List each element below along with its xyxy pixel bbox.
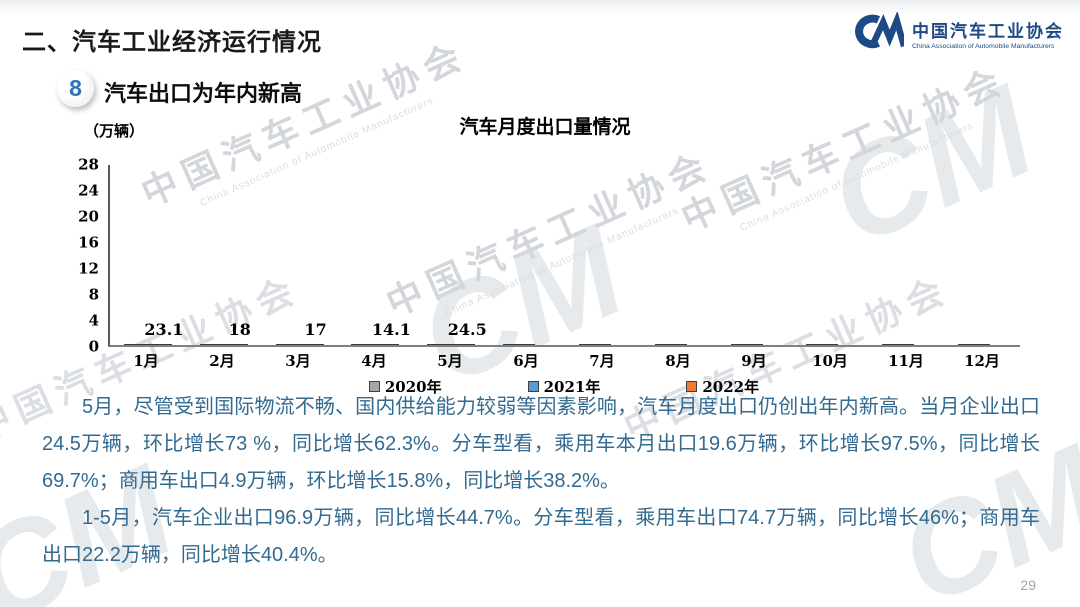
- legend-label: 2022年: [702, 378, 760, 396]
- bar-2020年-1月: [123, 344, 140, 345]
- plot-row: 0 4 8 12 16 20 24 28 23.1 18 17 14.1 24.5: [70, 157, 1020, 354]
- x-tick-label: 1月: [133, 352, 159, 370]
- bar-group-6月: [489, 344, 565, 345]
- bar-2020年-10月: [806, 344, 823, 345]
- bar-data-label: 17: [304, 320, 327, 339]
- bar-2022年-1月: 23.1: [144, 320, 183, 345]
- plot-area: 23.1 18 17 14.1 24.5: [108, 165, 1020, 347]
- y-tick-label: 0: [88, 337, 99, 356]
- top-gradient: [0, 0, 1080, 14]
- x-axis-labels: 1月 2月 3月 4月 5月 6月 7月 8月 9月 10月 11月 12月: [108, 350, 1020, 371]
- monthly-export-chart: （万辆） 汽车月度出口量情况 0 4 8 12 16 20 24 28 23.1 18 17 14.…: [70, 112, 1020, 397]
- bar-group-8月: [641, 344, 717, 345]
- x-tick-label: 7月: [589, 352, 615, 370]
- bar-group-11月: [868, 344, 944, 345]
- x-tick-label: 3月: [285, 352, 311, 370]
- bar-2021年-5月: [443, 344, 460, 345]
- y-axis: 0 4 8 12 16 20 24 28: [70, 157, 108, 354]
- bar-2021年-1月: [139, 344, 156, 345]
- x-tick-label: 12月: [964, 352, 1000, 370]
- legend-swatch-icon: [368, 381, 380, 392]
- bar-data-label: 24.5: [447, 320, 487, 339]
- bar-group-4月: 14.1: [337, 320, 413, 345]
- bar-data-label: 14.1: [371, 320, 411, 339]
- y-tick-label: 12: [78, 259, 99, 278]
- bar-data-label: 23.1: [144, 320, 184, 339]
- x-tick-label: 10月: [812, 352, 848, 370]
- page-title: 二、汽车工业经济运行情况: [22, 29, 322, 56]
- bar-2022年-3月: 17: [304, 320, 327, 345]
- y-tick-label: 4: [88, 311, 99, 330]
- bar-2021年-8月: [670, 344, 687, 345]
- legend-item-2021年: 2021年: [527, 376, 601, 397]
- bar-group-9月: [717, 344, 793, 345]
- bar-2020年-12月: [958, 344, 975, 345]
- caam-logo-name-cn: 中国汽车工业协会: [912, 22, 1064, 41]
- bar-2020年-5月: [427, 344, 444, 345]
- page-number: 29: [1020, 577, 1036, 593]
- bar-2022年-4月: 14.1: [372, 320, 411, 345]
- bar-2020年-8月: [654, 344, 671, 345]
- chart-title: 汽车月度出口量情况: [459, 117, 631, 138]
- bar-data-label: 18: [228, 320, 251, 339]
- paragraph-may-exports: 5月，尽管受到国际物流不畅、国内供给能力较弱等因素影响，汽车月度出口仍创出年内新…: [42, 396, 1040, 492]
- caam-logo-name-en: China Association of Automobile Manufact…: [912, 43, 1055, 50]
- bar-2020年-9月: [730, 344, 747, 345]
- legend-swatch-icon: [686, 381, 698, 392]
- section-number-badge: 8: [57, 70, 94, 107]
- bar-group-7月: [565, 344, 641, 345]
- bar-2021年-7月: [594, 344, 611, 345]
- bar-group-3月: 17: [262, 320, 338, 345]
- y-tick-label: 8: [88, 285, 99, 304]
- bar-2020年-4月: [351, 344, 368, 345]
- bar-2022年-5月: 24.5: [448, 320, 487, 345]
- x-tick-label: 5月: [437, 352, 463, 370]
- legend-swatch-icon: [527, 381, 539, 392]
- bar-2020年-11月: [882, 344, 899, 345]
- bar-2021年-3月: [291, 344, 308, 345]
- bar-group-2月: 18: [186, 320, 262, 345]
- x-tick-label: 4月: [361, 352, 387, 370]
- bar-group-1月: 23.1: [110, 320, 186, 345]
- chart-legend: 2020年 2021年 2022年: [108, 376, 1020, 397]
- bar-2020年-3月: [275, 344, 292, 345]
- legend-label: 2021年: [543, 378, 601, 396]
- bar-group-10月: [792, 344, 868, 345]
- bar-2021年-12月: [974, 344, 991, 345]
- caam-logo-icon: [848, 10, 908, 55]
- legend-item-2020年: 2020年: [368, 376, 442, 397]
- bar-2020年-6月: [503, 344, 520, 345]
- bar-group-5月: 24.5: [413, 320, 489, 345]
- x-tick-label: 2月: [209, 352, 235, 370]
- bar-2022年-2月: 18: [229, 320, 251, 345]
- bar-2021年-10月: [822, 344, 839, 345]
- y-tick-label: 24: [78, 181, 99, 200]
- bar-group-12月: [944, 344, 1020, 345]
- bar-2020年-2月: [199, 344, 216, 345]
- caam-logo: 中国汽车工业协会 China Association of Automobile…: [848, 10, 1064, 55]
- bar-2021年-6月: [519, 344, 536, 345]
- legend-item-2022年: 2022年: [686, 376, 759, 397]
- paragraph-jan-may-exports: 1-5月，汽车企业出口96.9万辆，同比增长44.7%。分车型看，乘用车出口74…: [42, 507, 1040, 566]
- caam-logo-names: 中国汽车工业协会 China Association of Automobile…: [912, 17, 1064, 50]
- section-title: 汽车出口为年内新高: [104, 81, 303, 106]
- chart-unit-label: （万辆）: [84, 123, 145, 140]
- x-tick-label: 9月: [741, 352, 767, 370]
- bar-2021年-2月: [215, 344, 232, 345]
- bar-2020年-7月: [578, 344, 595, 345]
- y-tick-label: 20: [78, 207, 99, 226]
- bar-groups: 23.1 18 17 14.1 24.5: [110, 165, 1020, 345]
- legend-label: 2020年: [384, 378, 442, 396]
- bar-2021年-4月: [367, 344, 384, 345]
- body-text: 5月，尽管受到国际物流不畅、国内供给能力较弱等因素影响，汽车月度出口仍创出年内新…: [42, 389, 1040, 574]
- y-tick-label: 28: [78, 155, 99, 174]
- bar-2021年-9月: [746, 344, 763, 345]
- bar-2021年-11月: [898, 344, 915, 345]
- y-tick-label: 16: [78, 233, 99, 252]
- x-tick-label: 6月: [513, 352, 539, 370]
- x-tick-label: 8月: [665, 352, 691, 370]
- x-tick-label: 11月: [888, 352, 924, 370]
